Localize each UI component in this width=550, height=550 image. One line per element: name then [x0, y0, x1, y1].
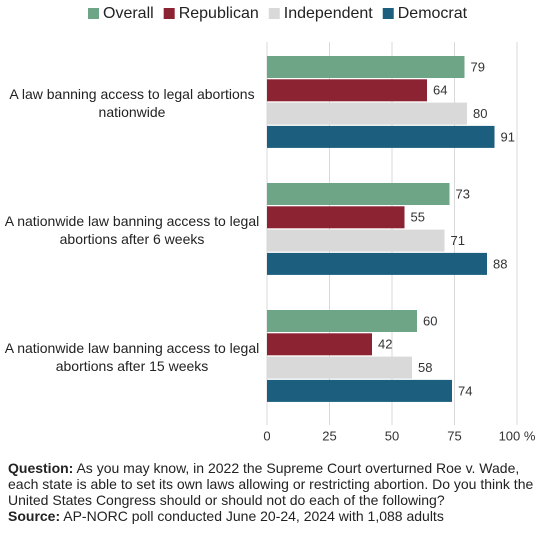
source-label: Source:: [8, 508, 61, 524]
category-label: A nationwide law banning access to legal…: [4, 212, 260, 247]
category-label: A law banning access to legal abortions …: [9, 85, 255, 120]
legend-label: Independent: [284, 5, 374, 22]
question: Question: As you may know, in 2022 the S…: [8, 460, 544, 508]
x-tick-label: 25: [322, 428, 336, 443]
value-label: 60: [423, 313, 437, 328]
value-label: 42: [378, 337, 392, 352]
bar: [267, 310, 417, 332]
bar: [267, 252, 487, 275]
value-label: 55: [411, 210, 425, 225]
value-label: 73: [456, 186, 470, 201]
footer: Question: As you may know, in 2022 the S…: [8, 460, 544, 524]
legend-label: Overall: [103, 5, 154, 22]
value-label: 64: [433, 83, 447, 98]
value-label: 58: [418, 360, 432, 375]
question-text: As you may know, in 2022 the Supreme Cou…: [8, 460, 534, 508]
bar: [267, 56, 465, 78]
x-tick-label: 0: [263, 428, 270, 443]
bar: [267, 333, 372, 356]
chart: 0 25 50 75 100 % Overall Republican Independent…: [88, 5, 536, 443]
bar: [267, 125, 495, 148]
value-label: 79: [471, 59, 485, 74]
bar: [267, 356, 412, 379]
legend-label: Democrat: [398, 5, 468, 22]
legend-swatch: [382, 8, 394, 19]
x-tick-label: 50: [385, 428, 399, 443]
legend-label: Republican: [179, 5, 259, 22]
source: Source: AP-NORC poll conducted June 20-2…: [8, 508, 544, 524]
bar: [267, 183, 450, 205]
bar: [267, 79, 427, 102]
legend-swatch: [163, 8, 175, 19]
value-label: 71: [451, 233, 465, 248]
legend-swatch: [268, 8, 280, 19]
value-label: 91: [501, 129, 515, 144]
value-label: 88: [493, 256, 507, 271]
value-label: 74: [458, 383, 472, 398]
category-label: A nationwide law banning access to legal…: [4, 339, 260, 374]
legend-swatch: [88, 8, 99, 19]
source-text: AP-NORC poll conducted June 20-24, 2024 …: [63, 508, 444, 524]
bar: [267, 102, 467, 125]
bar: [267, 206, 405, 229]
question-label: Question:: [8, 460, 74, 476]
x-tick-label: 100 %: [499, 428, 536, 443]
bar: [267, 379, 452, 402]
value-label: 80: [473, 106, 487, 121]
x-tick-label: 75: [447, 428, 461, 443]
bar: [267, 229, 445, 252]
